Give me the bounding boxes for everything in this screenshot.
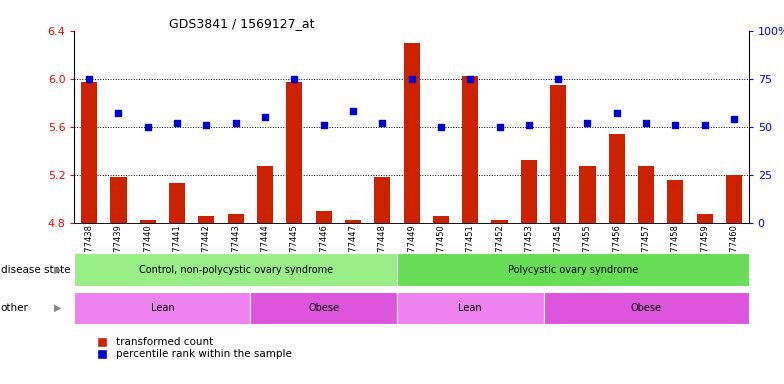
Bar bbox=[345, 220, 361, 223]
Text: Lean: Lean bbox=[151, 303, 174, 313]
Bar bbox=[404, 43, 419, 223]
Point bbox=[376, 120, 389, 126]
Bar bbox=[697, 214, 713, 223]
Point bbox=[171, 120, 183, 126]
Point bbox=[699, 122, 711, 128]
Bar bbox=[286, 82, 303, 223]
Bar bbox=[667, 180, 684, 223]
Bar bbox=[492, 220, 507, 223]
Point bbox=[200, 122, 212, 128]
Bar bbox=[726, 175, 742, 223]
Point bbox=[670, 122, 682, 128]
Bar bbox=[198, 215, 215, 223]
Point bbox=[434, 124, 447, 130]
Bar bbox=[433, 215, 449, 223]
Text: other: other bbox=[1, 303, 29, 313]
Bar bbox=[316, 211, 332, 223]
Point bbox=[611, 110, 623, 116]
Text: disease state: disease state bbox=[1, 265, 71, 275]
Bar bbox=[397, 292, 543, 324]
Bar bbox=[140, 220, 156, 223]
Point bbox=[112, 110, 125, 116]
Point bbox=[141, 124, 154, 130]
Point bbox=[523, 122, 535, 128]
Point bbox=[464, 76, 477, 82]
Bar bbox=[462, 76, 478, 223]
Text: Obese: Obese bbox=[308, 303, 339, 313]
Point bbox=[640, 120, 652, 126]
Point bbox=[552, 76, 564, 82]
Text: Obese: Obese bbox=[630, 303, 662, 313]
Bar bbox=[74, 253, 397, 286]
Bar bbox=[169, 183, 185, 223]
Point bbox=[493, 124, 506, 130]
Bar bbox=[550, 85, 566, 223]
Bar bbox=[397, 253, 749, 286]
Text: ▶: ▶ bbox=[53, 303, 61, 313]
Point bbox=[347, 108, 359, 114]
Bar bbox=[638, 166, 654, 223]
Bar bbox=[543, 292, 749, 324]
Point bbox=[230, 120, 242, 126]
Text: Polycystic ovary syndrome: Polycystic ovary syndrome bbox=[508, 265, 638, 275]
Bar bbox=[111, 177, 126, 223]
Point bbox=[405, 76, 418, 82]
Bar bbox=[74, 292, 250, 324]
Bar bbox=[227, 214, 244, 223]
Point bbox=[728, 116, 740, 122]
Bar bbox=[608, 134, 625, 223]
Legend: transformed count, percentile rank within the sample: transformed count, percentile rank withi… bbox=[88, 333, 296, 363]
Text: GDS3841 / 1569127_at: GDS3841 / 1569127_at bbox=[169, 17, 314, 30]
Text: Control, non-polycystic ovary syndrome: Control, non-polycystic ovary syndrome bbox=[139, 265, 332, 275]
Point bbox=[259, 114, 271, 120]
Bar bbox=[521, 161, 537, 223]
Bar bbox=[257, 166, 273, 223]
Point bbox=[581, 120, 593, 126]
Bar bbox=[374, 177, 390, 223]
Bar bbox=[81, 82, 97, 223]
Point bbox=[83, 76, 96, 82]
Point bbox=[318, 122, 330, 128]
Bar bbox=[579, 166, 596, 223]
Text: ▶: ▶ bbox=[53, 265, 61, 275]
Point bbox=[288, 76, 300, 82]
Text: Lean: Lean bbox=[459, 303, 482, 313]
Bar bbox=[250, 292, 397, 324]
